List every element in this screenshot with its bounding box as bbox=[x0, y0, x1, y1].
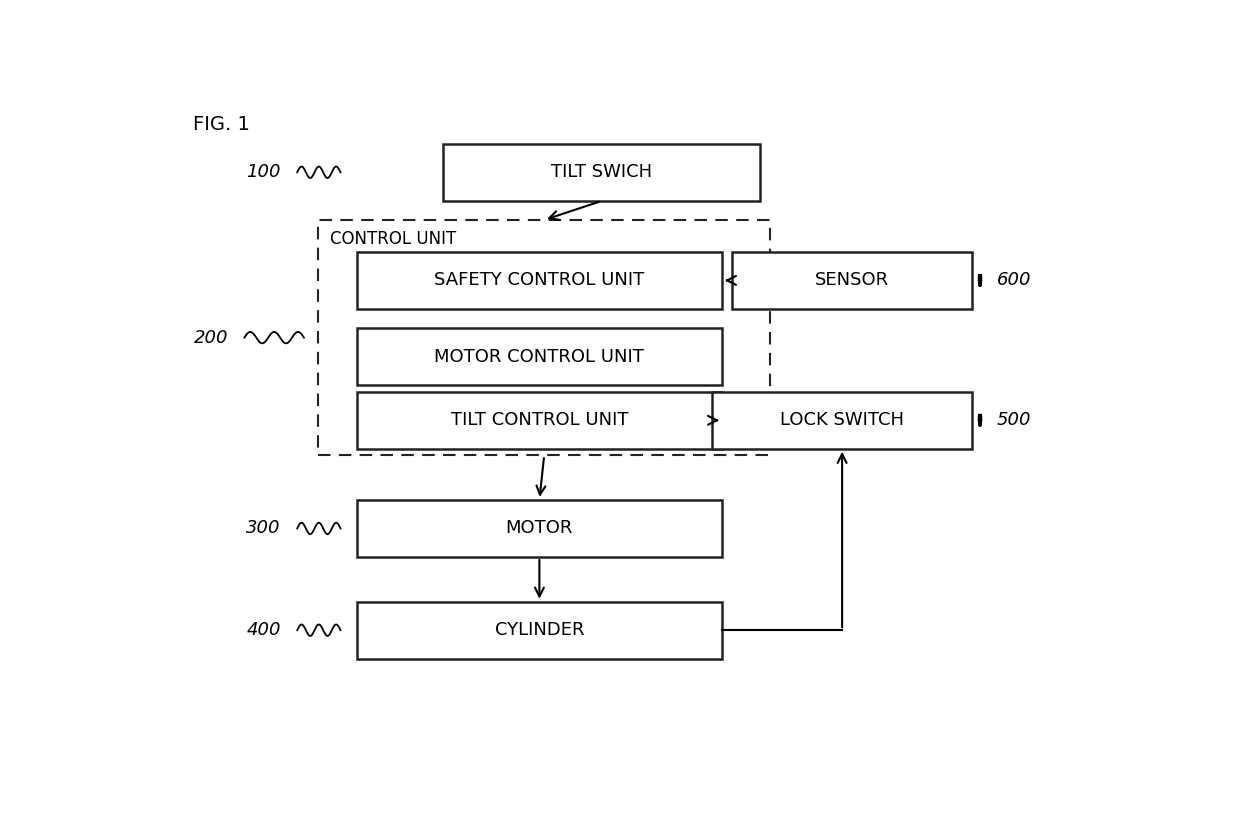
Bar bbox=[357, 392, 722, 449]
Text: MOTOR CONTROL UNIT: MOTOR CONTROL UNIT bbox=[434, 348, 645, 366]
Bar bbox=[357, 500, 722, 557]
Text: 300: 300 bbox=[247, 520, 280, 538]
Text: TILT SWICH: TILT SWICH bbox=[552, 164, 652, 181]
Text: FIG. 1: FIG. 1 bbox=[193, 115, 250, 134]
Text: SENSOR: SENSOR bbox=[815, 272, 889, 289]
Text: CYLINDER: CYLINDER bbox=[495, 621, 584, 639]
Bar bbox=[732, 252, 972, 309]
Bar bbox=[357, 252, 722, 309]
Text: 600: 600 bbox=[997, 272, 1032, 289]
Text: 400: 400 bbox=[247, 621, 280, 639]
Bar bbox=[319, 220, 770, 455]
Text: MOTOR: MOTOR bbox=[506, 520, 573, 538]
Text: TILT CONTROL UNIT: TILT CONTROL UNIT bbox=[450, 411, 629, 430]
Text: LOCK SWITCH: LOCK SWITCH bbox=[780, 411, 904, 430]
Text: 100: 100 bbox=[247, 164, 280, 181]
Text: SAFETY CONTROL UNIT: SAFETY CONTROL UNIT bbox=[434, 272, 645, 289]
Text: CONTROL UNIT: CONTROL UNIT bbox=[330, 230, 456, 248]
Bar bbox=[712, 392, 972, 449]
Text: 500: 500 bbox=[997, 411, 1032, 430]
Bar bbox=[357, 601, 722, 659]
Bar bbox=[357, 328, 722, 385]
Bar bbox=[444, 144, 760, 201]
Text: 200: 200 bbox=[193, 329, 228, 347]
